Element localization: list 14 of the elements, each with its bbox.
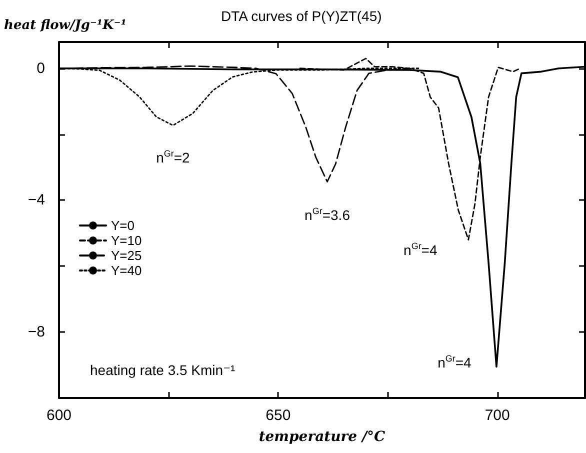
legend-label: Y=10 (111, 233, 142, 248)
x-tick-label: 600 (46, 407, 72, 424)
y-axis-title: heat flow/Jg⁻¹K⁻¹ (4, 18, 126, 33)
y-tick-label: −8 (28, 324, 45, 341)
legend-label: Y=25 (111, 248, 142, 263)
x-tick-label: 700 (484, 407, 510, 424)
x-tick-label: 650 (266, 407, 291, 424)
chart-title: DTA curves of P(Y)ZT(45) (221, 8, 382, 24)
legend-label: Y=0 (111, 218, 134, 233)
x-axis-title: temperature /°C (258, 429, 386, 445)
y-tick-label: 0 (36, 60, 45, 77)
legend-label: Y=40 (111, 263, 142, 278)
annotation: heating rate 3.5 Kmin⁻¹ (90, 362, 236, 378)
y-tick-label: −4 (28, 192, 45, 209)
